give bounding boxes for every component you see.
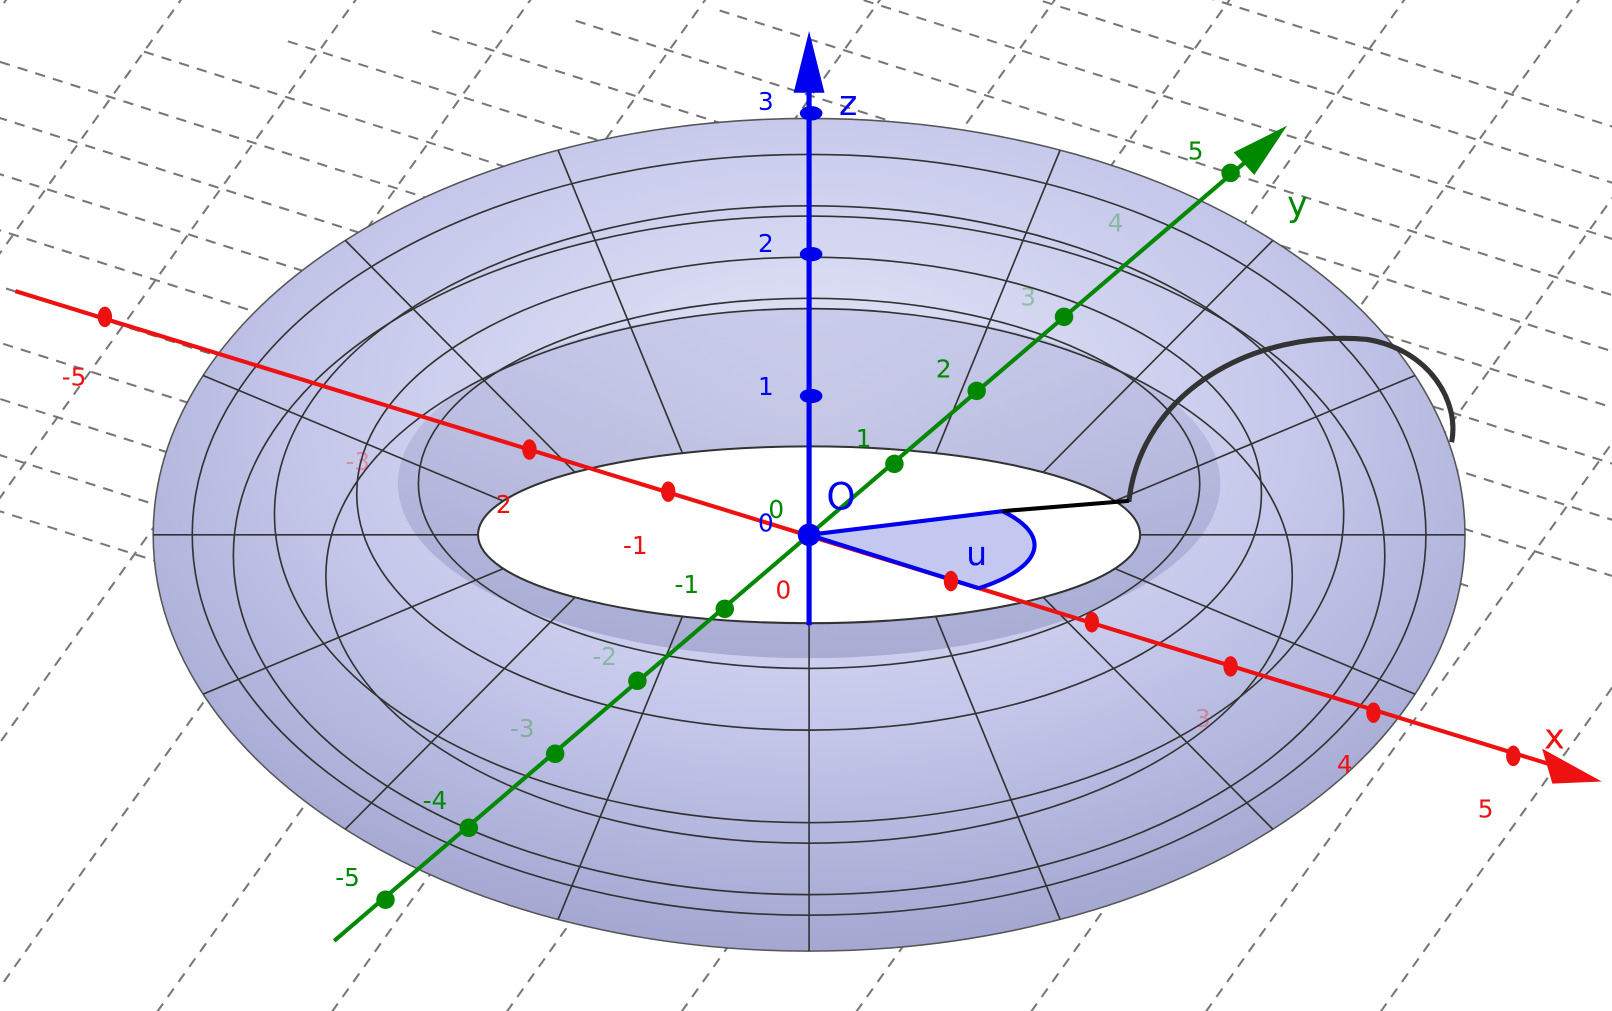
y-tick-dot (545, 744, 565, 764)
x-tick-label: 4 (1337, 750, 1353, 779)
origin-label: O (826, 475, 855, 518)
grid-line (719, 9, 1612, 297)
y-arrow (1233, 125, 1288, 175)
axes (14, 31, 1602, 943)
z-arrow (793, 31, 825, 93)
x-tick-label: 5 (1478, 794, 1494, 823)
x-tick-dot (1223, 656, 1238, 677)
grid-line (575, 19, 1612, 353)
x-tick-label: 0 (776, 575, 792, 604)
y-tick-dot (715, 599, 735, 619)
y-tick-label: 1 (856, 424, 872, 453)
grid-line (1205, 441, 1612, 1011)
y-tick-dot (376, 890, 395, 910)
mesh-meridian (1114, 567, 1416, 695)
grid-line (287, 40, 1612, 465)
z-tick-dot (799, 106, 823, 121)
x-tick-dot (1506, 745, 1521, 767)
y-tick-dot (885, 454, 904, 474)
y-axis (332, 152, 1256, 943)
y-tick-dot (1054, 307, 1074, 327)
grid-line (0, 0, 532, 745)
mesh-meridian (344, 239, 576, 473)
x-tick-label: -1 (623, 531, 648, 560)
z-tick-label: 3 (758, 87, 774, 116)
x-axis-label: x (1544, 717, 1565, 757)
x-tick-dot (522, 439, 537, 460)
grid-line (863, 0, 1612, 240)
mesh-meridian (935, 616, 1061, 920)
y-tick-label: 5 (1188, 136, 1204, 165)
mesh-meridian (1042, 596, 1274, 830)
origin-point (797, 523, 821, 547)
angle-label: u (966, 534, 987, 573)
x-tick-label: 2 (496, 490, 512, 519)
y-tick-dot (1221, 163, 1240, 183)
y-axis-label: y (1287, 185, 1308, 225)
y-tick-label: -1 (674, 570, 699, 599)
x-tick-label: -3 (345, 447, 370, 476)
grid-line (143, 50, 1612, 521)
y-tick-label: -4 (423, 786, 448, 815)
mesh-meridian (344, 596, 576, 830)
y-tick-label: -5 (335, 863, 360, 892)
y-tick-label: 4 (1108, 208, 1124, 237)
x-arrow (1542, 748, 1602, 784)
z-tick-dot (799, 388, 823, 404)
mesh-meridian (1042, 239, 1274, 473)
y-tick-dot (628, 671, 647, 691)
mesh-meridian (202, 567, 504, 695)
mesh-meridian (935, 149, 1061, 454)
x-tick-dot (97, 306, 113, 328)
y-tick-dot (967, 381, 986, 401)
y-tick-label: -2 (592, 642, 617, 671)
mesh-meridian (1114, 374, 1416, 502)
z-axis-label: z (839, 84, 857, 124)
x-tick-dot (943, 570, 959, 592)
y-tick-dot (459, 818, 479, 838)
x-tick-dot (1084, 611, 1099, 633)
grid-line (0, 0, 8, 11)
labels: -5 -3 2 -1 0 3 4 5 x 5 4 3 2 1 0 -1 -2 -3 -4 -5 y 3 2 1 0 z Ou (62, 84, 1565, 892)
grid-line (431, 30, 1612, 409)
y-tick-label: 0 (768, 495, 784, 524)
cross-section (1126, 335, 1456, 503)
z-tick-label: 0 (758, 509, 774, 538)
z-tick-dot (799, 246, 823, 262)
z-tick-label: 2 (758, 229, 774, 258)
x-tick-dot (1366, 702, 1381, 723)
x-tick-label: -5 (62, 363, 87, 392)
mesh-meridian (202, 374, 504, 502)
mesh-meridian (557, 616, 684, 920)
mesh-meridian (557, 149, 684, 454)
angle-sector (809, 511, 1035, 589)
radius (1002, 498, 1129, 514)
x-axis (14, 289, 1564, 771)
grid-line (1035, 0, 1612, 184)
x-tick-dot (661, 481, 676, 502)
y-tick-label: -3 (510, 714, 535, 743)
grid-line (1211, 0, 1612, 128)
angle-ray (808, 509, 1003, 537)
y-tick-label: 2 (936, 354, 952, 383)
angle-arc (978, 509, 1037, 591)
z-tick-label: 1 (758, 372, 774, 401)
x-tick-label: 3 (1195, 704, 1211, 733)
y-tick-label: 3 (1020, 282, 1036, 311)
